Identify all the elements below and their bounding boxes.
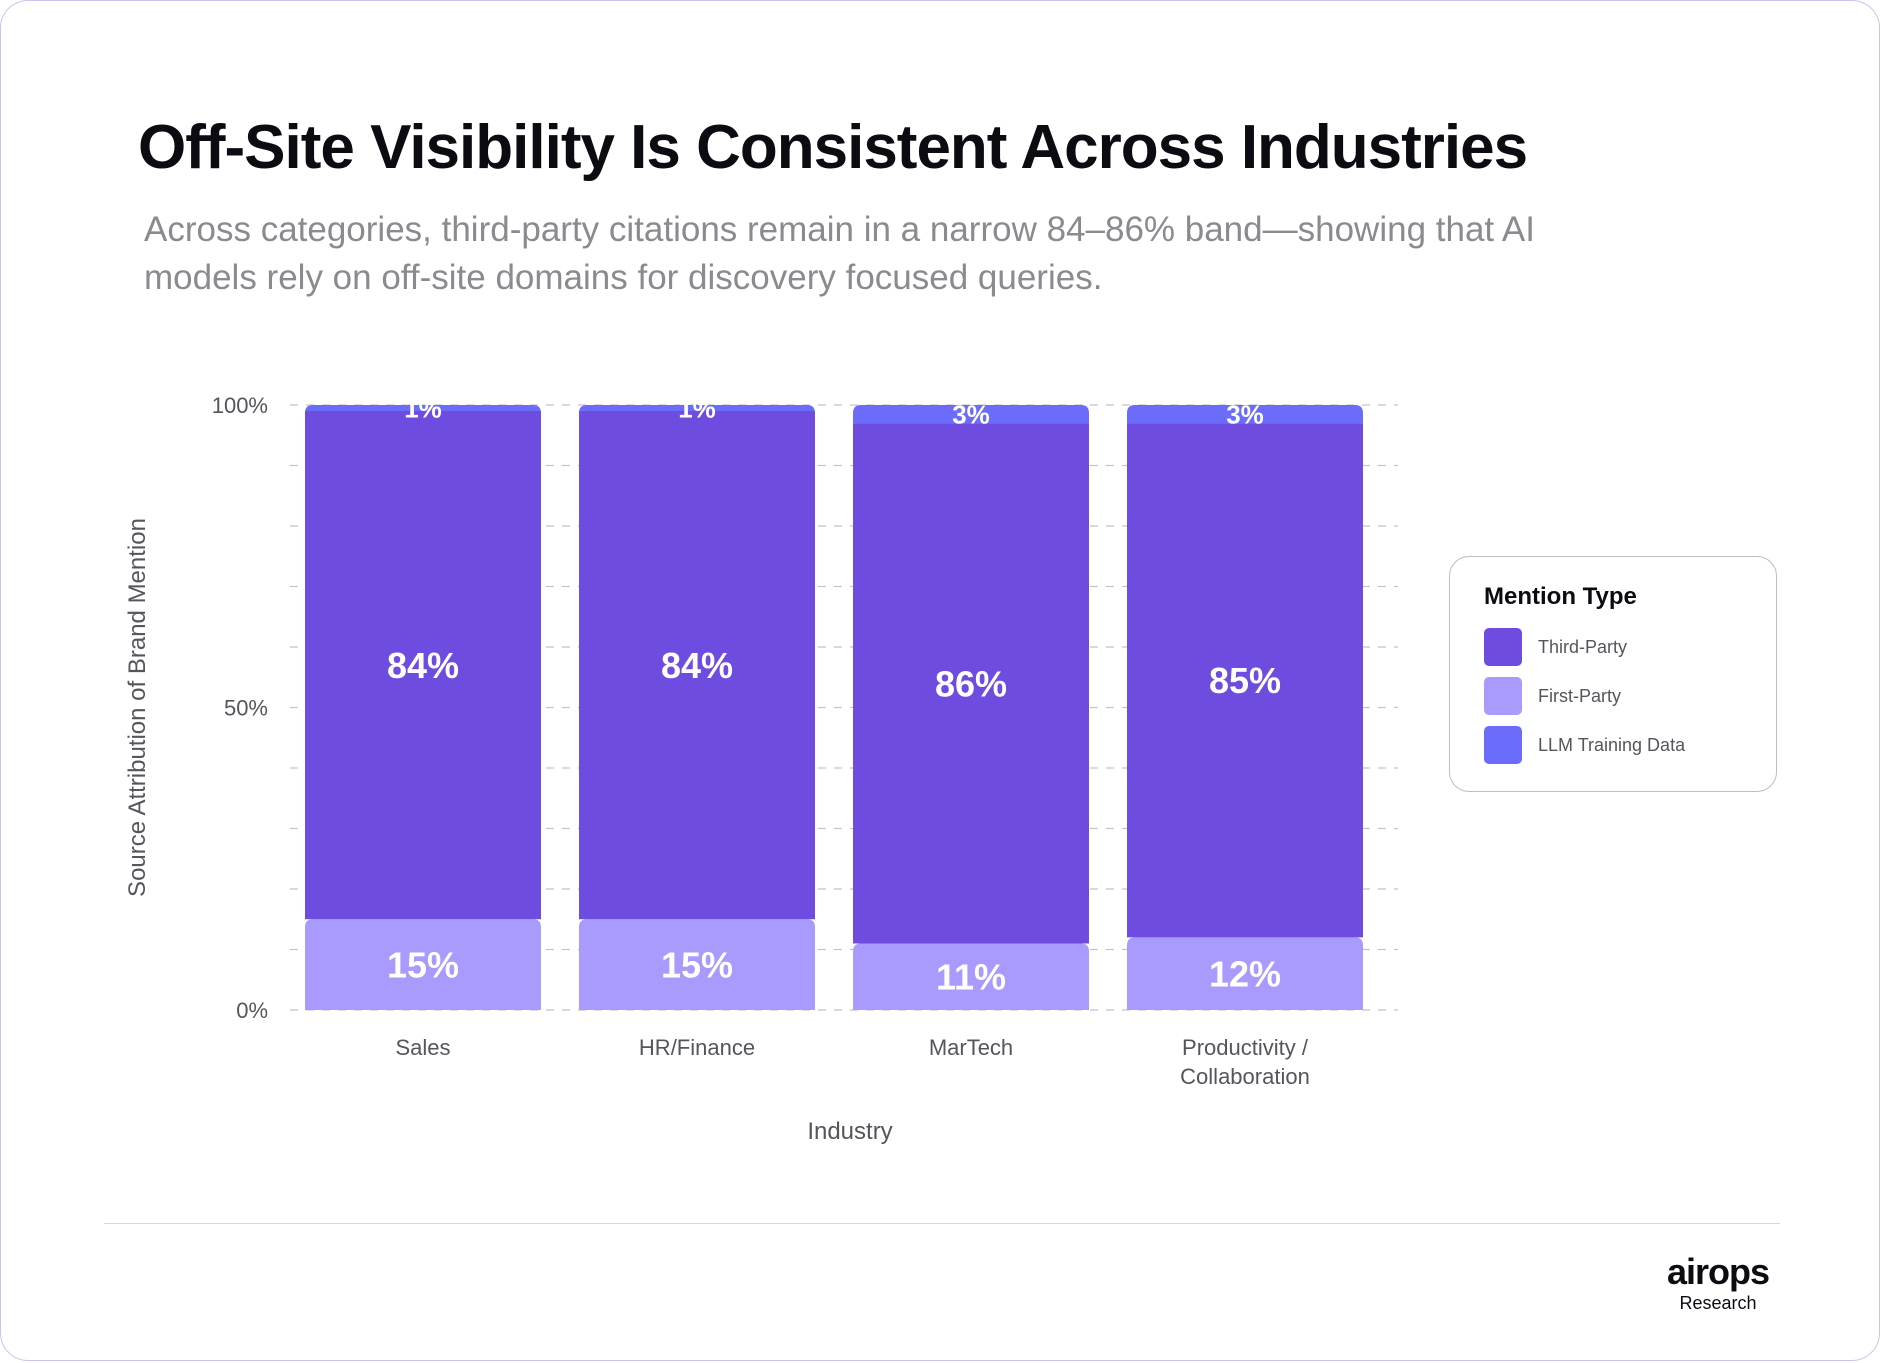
bar-label-first-party: 15% <box>661 945 733 986</box>
bar-segment-first-party <box>1127 937 1363 1010</box>
airops-logo: airops Research <box>1658 1252 1778 1314</box>
bar-segment-first-party <box>853 943 1089 1010</box>
bar-segment-llm-training <box>853 405 1089 424</box>
bar-segment-llm-training <box>305 405 541 413</box>
legend-item-third-party: Third-Party <box>1484 627 1627 667</box>
x-tick-label: Collaboration <box>1180 1064 1310 1089</box>
y-axis-label: Source Attribution of Brand Mention <box>124 518 151 897</box>
y-tick-label: 0% <box>236 998 268 1023</box>
legend-title: Mention Type <box>1484 583 1637 610</box>
bar-label-first-party: 15% <box>387 945 459 986</box>
chart-title: Off-Site Visibility Is Consistent Across… <box>138 113 1528 182</box>
bar-segment-third-party <box>305 411 541 920</box>
y-tick-label: 100% <box>212 393 268 418</box>
bar-label-first-party: 11% <box>936 957 1006 998</box>
legend-label-third-party: Third-Party <box>1538 636 1628 657</box>
legend-label-llm-training-data: LLM Training Data <box>1538 734 1686 755</box>
legend: Mention Type Third-Party First-Party LLM… <box>1449 556 1777 792</box>
legend-label-first-party: First-Party <box>1538 685 1621 706</box>
bar-segment-first-party <box>305 919 541 1010</box>
legend-swatch-llm-training-data <box>1484 726 1522 764</box>
bar-segment-third-party <box>853 423 1089 944</box>
bar-label-third-party: 84% <box>661 645 733 686</box>
bar-label-third-party: 84% <box>387 645 459 686</box>
bar-segment-llm-training <box>579 405 815 413</box>
legend-item-first-party: First-Party <box>1484 676 1621 716</box>
bar-label-first-party: 12% <box>1209 954 1281 995</box>
bar-segment-first-party <box>579 919 815 1010</box>
y-tick-label: 50% <box>224 696 268 721</box>
bar-label-llm-training: 1% <box>404 393 442 423</box>
bar-label-third-party: 86% <box>935 663 1007 704</box>
bar-segment-third-party <box>1127 423 1363 938</box>
x-tick-label: HR/Finance <box>639 1035 755 1060</box>
x-tick-label: MarTech <box>929 1035 1013 1060</box>
legend-swatch-third-party <box>1484 628 1522 666</box>
bar-segment-llm-training <box>1127 405 1363 424</box>
legend-swatch-first-party <box>1484 677 1522 715</box>
bar-segment-third-party <box>579 411 815 920</box>
bar-label-llm-training: 3% <box>952 399 990 429</box>
x-tick-label: Productivity / <box>1182 1035 1309 1060</box>
bar-label-llm-training: 1% <box>678 393 716 423</box>
x-axis-label: Industry <box>807 1118 892 1145</box>
logo-wordmark: airops <box>1666 1251 1770 1292</box>
bar-label-third-party: 85% <box>1209 660 1281 701</box>
logo-subtext: Research <box>1679 1293 1757 1313</box>
legend-item-llm-training-data: LLM Training Data <box>1484 725 1685 765</box>
chart-subtitle: Across categories, third-party citations… <box>144 210 1535 297</box>
bar-label-llm-training: 3% <box>1226 399 1264 429</box>
x-tick-label: Sales <box>395 1035 450 1060</box>
footer-divider <box>104 1223 1780 1224</box>
